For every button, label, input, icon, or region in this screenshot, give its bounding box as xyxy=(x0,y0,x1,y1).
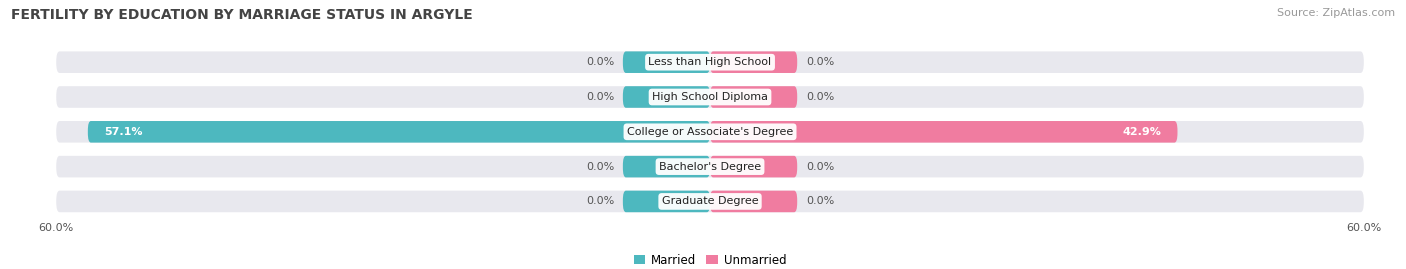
FancyBboxPatch shape xyxy=(56,156,1364,178)
FancyBboxPatch shape xyxy=(56,121,1364,143)
Text: 0.0%: 0.0% xyxy=(806,196,834,206)
Text: Graduate Degree: Graduate Degree xyxy=(662,196,758,206)
Text: Less than High School: Less than High School xyxy=(648,57,772,67)
FancyBboxPatch shape xyxy=(623,86,710,108)
Legend: Married, Unmarried: Married, Unmarried xyxy=(628,249,792,269)
Text: 0.0%: 0.0% xyxy=(586,162,614,172)
FancyBboxPatch shape xyxy=(623,156,710,178)
Text: 0.0%: 0.0% xyxy=(806,92,834,102)
FancyBboxPatch shape xyxy=(710,51,797,73)
Text: 0.0%: 0.0% xyxy=(586,196,614,206)
Text: FERTILITY BY EDUCATION BY MARRIAGE STATUS IN ARGYLE: FERTILITY BY EDUCATION BY MARRIAGE STATU… xyxy=(11,8,472,22)
Text: 57.1%: 57.1% xyxy=(104,127,142,137)
Text: 0.0%: 0.0% xyxy=(806,162,834,172)
FancyBboxPatch shape xyxy=(56,86,1364,108)
Text: 42.9%: 42.9% xyxy=(1122,127,1161,137)
Text: Source: ZipAtlas.com: Source: ZipAtlas.com xyxy=(1277,8,1395,18)
FancyBboxPatch shape xyxy=(56,191,1364,212)
FancyBboxPatch shape xyxy=(87,121,710,143)
Text: College or Associate's Degree: College or Associate's Degree xyxy=(627,127,793,137)
FancyBboxPatch shape xyxy=(710,156,797,178)
FancyBboxPatch shape xyxy=(710,191,797,212)
Text: 0.0%: 0.0% xyxy=(806,57,834,67)
FancyBboxPatch shape xyxy=(710,86,797,108)
FancyBboxPatch shape xyxy=(710,121,1177,143)
Text: 0.0%: 0.0% xyxy=(586,57,614,67)
Text: 0.0%: 0.0% xyxy=(586,92,614,102)
FancyBboxPatch shape xyxy=(623,191,710,212)
Text: High School Diploma: High School Diploma xyxy=(652,92,768,102)
Text: Bachelor's Degree: Bachelor's Degree xyxy=(659,162,761,172)
FancyBboxPatch shape xyxy=(623,51,710,73)
FancyBboxPatch shape xyxy=(56,51,1364,73)
